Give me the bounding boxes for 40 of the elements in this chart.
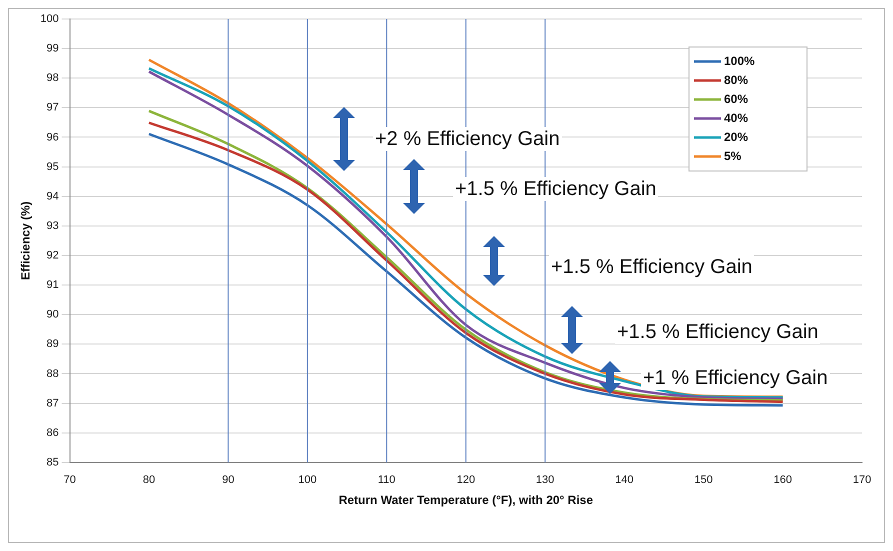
x-tick-label: 70	[64, 474, 76, 486]
legend-label: 5%	[724, 148, 742, 163]
y-tick-label: 96	[46, 131, 59, 144]
y-tick-label: 92	[46, 250, 59, 262]
x-tick-label: 160	[774, 474, 792, 486]
y-tick-label: 98	[46, 72, 59, 84]
x-tick-label: 120	[456, 474, 476, 486]
y-tick-label: 95	[46, 160, 59, 173]
x-tick-label: 170	[852, 474, 872, 486]
legend-label: 60%	[724, 92, 748, 106]
y-tick-label: 90	[46, 308, 59, 321]
y-axis-title: Efficiency (%)	[18, 201, 33, 280]
y-tick-label: 93	[46, 220, 59, 232]
annotation: +1 % Efficiency Gain	[641, 366, 830, 390]
x-tick-label: 90	[222, 474, 234, 486]
x-tick-label: 130	[536, 474, 554, 486]
legend-label: 80%	[724, 72, 748, 87]
legend-label: 20%	[724, 130, 748, 144]
y-tick-label: 86	[46, 426, 59, 439]
annotation: +1.5 % Efficiency Gain	[615, 320, 820, 344]
y-tick-label: 94	[46, 190, 59, 202]
x-tick-label: 150	[694, 474, 713, 486]
y-tick-label: 88	[46, 368, 59, 380]
y-tick-label: 85	[46, 456, 59, 468]
x-tick-label: 80	[142, 474, 156, 486]
y-tick-label: 89	[46, 338, 59, 350]
annotation: +2 % Efficiency Gain	[373, 127, 562, 151]
annotation: +1.5 % Efficiency Gain	[549, 255, 754, 279]
x-axis-title: Return Water Temperature (°F), with 20° Rise	[338, 493, 594, 508]
y-tick-label: 87	[46, 397, 59, 410]
y-tick-label: 99	[46, 42, 59, 55]
x-tick-label: 110	[378, 474, 396, 486]
x-tick-label: 100	[298, 474, 317, 486]
legend-label: 40%	[724, 110, 748, 125]
x-tick-label: 140	[615, 474, 634, 486]
legend-label: 100%	[724, 54, 756, 68]
y-tick-label: 97	[46, 102, 59, 114]
annotation: +1.5 % Efficiency Gain	[453, 177, 658, 201]
y-tick-label: 100	[40, 13, 59, 26]
y-tick-label: 91	[46, 279, 59, 292]
